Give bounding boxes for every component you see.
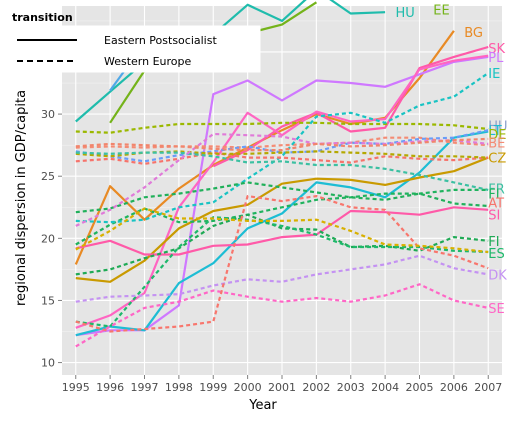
legend-label-eastern: Eastern Postsocialist	[104, 34, 217, 47]
series-line-nl	[75, 132, 489, 227]
end-label-cz: CZ	[488, 152, 506, 167]
series-line-cz	[75, 156, 489, 283]
series-line-si	[75, 206, 489, 256]
y-tick-label: 30	[41, 108, 55, 121]
legend: transition Eastern Postsocialist Western…	[9, 11, 261, 73]
end-label-de: DE	[488, 128, 506, 143]
series-line-gr	[75, 195, 489, 333]
x-tick-label: 2006	[440, 381, 468, 394]
series-line-it	[75, 150, 489, 159]
end-label-pl: PL	[488, 51, 504, 66]
x-tick-label: 1996	[96, 381, 124, 394]
y-tick-label: 25	[41, 170, 55, 183]
series-line-se	[75, 283, 489, 348]
x-tick-label: 1999	[199, 381, 227, 394]
end-label-sk: SK	[488, 42, 505, 57]
series-line-hu	[75, 0, 386, 123]
series-line-at2	[75, 137, 489, 152]
end-label-lt: LT	[488, 124, 501, 139]
y-axis-ticks: 101520253035	[41, 46, 62, 370]
series-line-es2	[75, 216, 489, 328]
end-label-se: SE	[488, 302, 504, 317]
legend-box	[9, 25, 261, 73]
x-tick-label: 1995	[62, 381, 90, 394]
grid	[62, 6, 502, 375]
series-line-de	[75, 121, 489, 134]
x-tick-label: 2002	[302, 381, 330, 394]
series-lines	[74, 0, 489, 348]
series-line-ro	[75, 54, 489, 329]
x-tick-label: 1997	[131, 381, 159, 394]
end-label-ie: IE	[488, 67, 500, 82]
legend-label-western: Western Europe	[104, 55, 192, 68]
series-line-be	[75, 136, 489, 149]
x-tick-label: 2005	[406, 381, 434, 394]
end-label-hu: HU	[488, 119, 507, 134]
y-tick-label: 10	[41, 357, 55, 370]
end-labels: EEHULVBGSKPLIEHULTDEBECZFRFIATSIFIESDKSE	[151, 4, 507, 317]
end-label-fi: FI	[488, 235, 499, 250]
end-label-bg: BG	[464, 26, 483, 41]
end-label-at: AT	[488, 196, 504, 211]
series-line-fr	[75, 151, 489, 191]
x-tick-label: 2000	[234, 381, 262, 394]
x-axis-ticks: 1995 1996 1997 1998 1999 2000 2001 2002 2003 2004…	[62, 375, 502, 394]
series-line-se2	[75, 207, 489, 254]
series-line-es	[75, 181, 489, 214]
y-tick-label: 15	[41, 294, 55, 307]
end-label-dk: DK	[488, 268, 507, 283]
x-tick-label: 2007	[474, 381, 502, 394]
x-tick-label: 2003	[337, 381, 365, 394]
x-tick-label: 1998	[165, 381, 193, 394]
y-tick-label: 20	[41, 232, 55, 245]
end-label-fr: FR	[488, 183, 505, 198]
x-tick-label: 2001	[268, 381, 296, 394]
end-label-es: ES	[488, 247, 504, 262]
series-line-fi2	[75, 213, 489, 276]
end-label-be: BE	[488, 137, 505, 152]
series-line-lt	[75, 130, 489, 337]
legend-title: transition	[12, 11, 73, 24]
x-axis-title: Year	[248, 398, 277, 413]
series-line-sk	[212, 45, 489, 168]
x-tick-label: 2004	[371, 381, 399, 394]
end-label-hu: HU	[395, 6, 414, 21]
series-line-at	[75, 151, 489, 165]
end-label-ee: EE	[433, 4, 449, 19]
end-label-si: SI	[488, 209, 500, 224]
y-axis-title: regional dispersion in GDP/capita	[14, 90, 29, 306]
end-label-fi: FI	[488, 188, 499, 203]
